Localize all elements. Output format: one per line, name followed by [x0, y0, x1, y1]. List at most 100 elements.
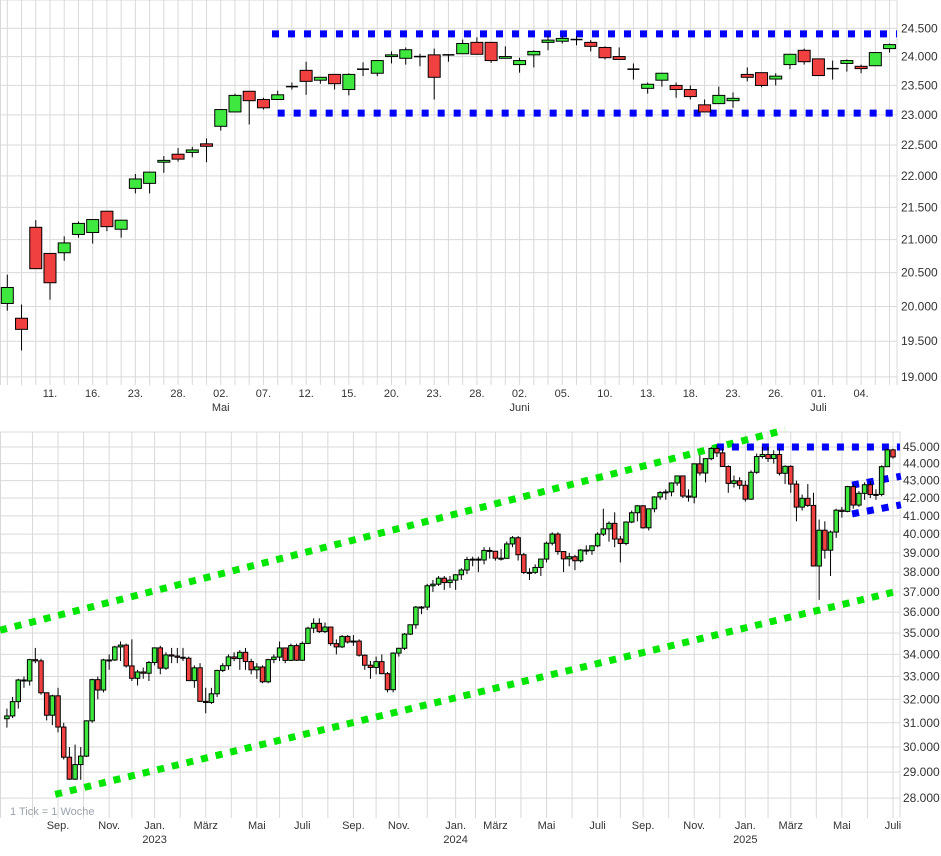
candle-body-down: [498, 557, 504, 560]
y-axis-tick-label: 21.000: [901, 233, 938, 247]
candle: [86, 219, 100, 244]
candle: [594, 532, 601, 548]
candle: [49, 694, 56, 726]
weekly-candlestick-panel: 28.000 29.000 30.000 31.000 32.000 33.000 34.0…: [0, 426, 940, 846]
candle: [657, 491, 663, 500]
candle: [57, 236, 71, 261]
candle: [390, 652, 396, 693]
candle: [143, 171, 157, 194]
candle-body-down: [157, 647, 164, 669]
candle-body-up: [396, 647, 402, 654]
y-axis-tick-label: 45.000: [903, 440, 940, 454]
candle-body-down: [560, 551, 567, 560]
candle-body-up: [833, 509, 839, 533]
candle-body-up: [655, 72, 669, 81]
candle: [418, 605, 425, 615]
candle: [521, 552, 527, 575]
candle: [71, 221, 85, 238]
x-axis-tick-label: März: [193, 820, 217, 832]
y-axis-tick-label: 44.000: [903, 457, 940, 471]
x-axis-tick-label: Juli: [885, 820, 902, 832]
candle: [769, 73, 783, 86]
x-axis-tick-label: Nov.: [98, 820, 120, 832]
candle-body-down: [486, 549, 493, 552]
x-axis-tick-label: 01.: [811, 388, 826, 400]
candle-body-down: [200, 143, 214, 147]
candle: [850, 484, 856, 509]
candle: [95, 676, 101, 700]
x-axis-tick-label: 13.: [640, 388, 655, 400]
x-axis-tick-label: Sep.: [47, 820, 70, 832]
candle-body-up: [4, 715, 10, 720]
candle-body-up: [634, 505, 641, 514]
candle: [867, 480, 874, 499]
candle: [526, 568, 533, 580]
candle-body-up: [509, 537, 516, 545]
candle-body-down: [776, 454, 783, 474]
candle: [123, 643, 129, 668]
candle-body-down: [328, 73, 342, 85]
candle-body-down: [598, 46, 612, 59]
candle-body-up: [78, 755, 84, 766]
candle-body-down: [839, 509, 845, 512]
candle: [43, 692, 50, 721]
candle: [202, 687, 209, 714]
candle-body-up: [541, 39, 555, 43]
x-axis-month-label: Juni: [509, 402, 529, 414]
candle-body-up: [481, 549, 487, 561]
candle: [651, 496, 658, 513]
x-axis-tick-label: März: [779, 820, 803, 832]
x-axis-tick-label: 10.: [597, 388, 612, 400]
candle-body-down: [202, 700, 209, 703]
candle: [333, 639, 340, 655]
y-axis-tick-label: 42.000: [903, 491, 940, 505]
candle: [356, 639, 362, 657]
candle-body-up: [844, 486, 851, 512]
candle-body-up: [71, 222, 85, 235]
candle-body-down: [484, 41, 498, 62]
candle-body-up: [657, 492, 663, 498]
candle-body-up: [883, 44, 897, 50]
candle-body-up: [117, 644, 124, 648]
candle: [293, 643, 300, 661]
candle: [822, 521, 828, 559]
candle: [854, 64, 868, 74]
candle-body-up: [220, 665, 226, 671]
candle: [191, 665, 198, 688]
green-trend-channel-line: [0, 426, 786, 634]
candle-body-down: [106, 659, 112, 662]
candle: [484, 41, 498, 63]
candle-body-down: [55, 695, 61, 728]
candle-body-down: [754, 72, 768, 86]
candle-body-up: [538, 558, 544, 568]
candle: [384, 672, 391, 693]
candle: [157, 645, 164, 675]
candle: [697, 455, 703, 476]
candle-body-up: [783, 53, 797, 66]
y-axis-tick-label: 29.000: [903, 765, 940, 779]
candle: [32, 647, 39, 664]
candle-body-up: [134, 671, 141, 679]
x-axis-tick-label: 20.: [384, 388, 399, 400]
candle: [379, 654, 385, 675]
candle: [174, 647, 181, 664]
candle: [788, 465, 794, 493]
candle-body-down: [810, 504, 817, 567]
candle-body-up: [310, 622, 317, 629]
candle-body-up: [748, 471, 754, 500]
y-axis-tick-label: 32.000: [903, 692, 940, 706]
candle: [754, 72, 768, 88]
candle-body-down: [736, 480, 743, 486]
candle-body-down: [742, 484, 749, 500]
candle: [513, 57, 527, 73]
candle: [100, 210, 114, 232]
candle-body-down: [15, 317, 29, 330]
candle-body-up: [651, 496, 658, 510]
candle: [114, 219, 128, 238]
candle: [577, 549, 584, 563]
candle-body-down: [714, 447, 720, 454]
candle-body-up: [452, 574, 459, 581]
candle: [370, 60, 384, 77]
candle-body-down: [256, 99, 270, 109]
blue-trend-channel-line: [851, 501, 902, 518]
